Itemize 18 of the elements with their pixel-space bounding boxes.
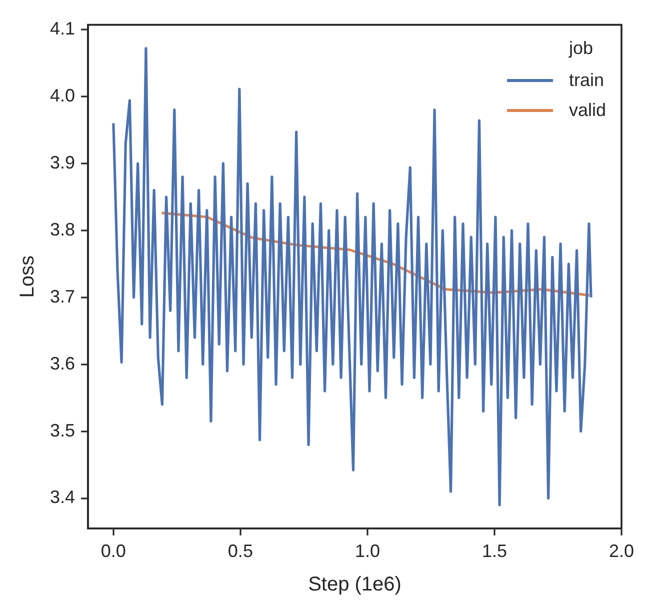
- x-tick-label: 1.5: [482, 541, 507, 562]
- x-tick-label: 2.0: [608, 541, 634, 562]
- y-tick-label: 3.7: [50, 286, 76, 306]
- x-tick-label: 0.0: [100, 541, 126, 562]
- y-axis-title: Loss: [16, 255, 39, 298]
- y-tick-label: 3.8: [50, 219, 76, 240]
- y-tick-label: 3.6: [50, 353, 76, 374]
- y-tick-label: 4.1: [50, 18, 76, 38]
- y-tick-label: 4.0: [50, 85, 76, 106]
- x-tick-label: 1.0: [354, 541, 380, 562]
- x-tick-label: 0.5: [228, 541, 253, 562]
- legend-label: valid: [568, 100, 606, 120]
- legend-label: train: [568, 70, 604, 90]
- y-tick-label: 3.4: [50, 487, 76, 508]
- legend-title: job: [568, 38, 594, 59]
- y-tick-label: 3.9: [50, 152, 76, 172]
- x-axis-title: Step (1e6): [308, 574, 402, 596]
- y-tick-label: 3.5: [50, 420, 76, 440]
